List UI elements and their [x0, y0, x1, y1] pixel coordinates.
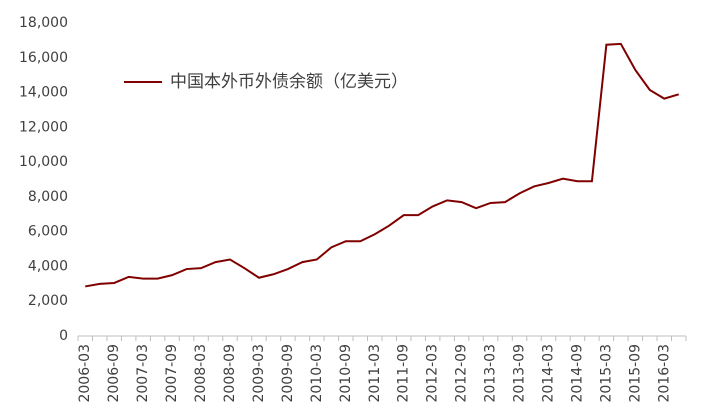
x-tick-label: 2012-03 — [425, 344, 441, 403]
x-tick-label: 2011-09 — [396, 344, 412, 403]
x-tick-label: 2012-09 — [454, 344, 470, 403]
x-tick-label: 2008-09 — [222, 344, 238, 403]
y-tick-label: 0 — [59, 328, 68, 344]
x-tick-label: 2007-03 — [135, 344, 151, 403]
y-tick-label: 14,000 — [19, 85, 68, 101]
y-tick-label: 8,000 — [28, 189, 68, 205]
x-tick-label: 2007-09 — [164, 344, 180, 403]
x-tick-label: 2016-03 — [656, 344, 672, 403]
line — [85, 42, 680, 288]
x-tick-label: 2010-03 — [309, 344, 325, 403]
x-tick-label: 2009-09 — [280, 344, 296, 403]
x-tick-label: 2006-09 — [106, 344, 122, 403]
x-tick-label: 2015-03 — [598, 344, 614, 403]
x-tick-label: 2006-03 — [77, 344, 93, 403]
x-tick-label: 2014-09 — [569, 344, 585, 403]
x-tick-label: 2011-03 — [367, 344, 383, 403]
y-tick-label: 18,000 — [19, 15, 68, 31]
y-tick-label: 4,000 — [28, 258, 68, 274]
x-tick-label: 2009-03 — [251, 344, 267, 403]
x-tick-label: 2015-09 — [627, 344, 643, 403]
y-tick-label: 12,000 — [19, 119, 68, 135]
x-tick-label: 2010-09 — [338, 344, 354, 403]
y-tick-label: 16,000 — [19, 50, 68, 66]
y-tick-label: 6,000 — [28, 224, 68, 240]
x-tick-label: 2014-03 — [540, 344, 556, 403]
y-tick-label: 2,000 — [28, 293, 68, 309]
x-tick-label: 2008-03 — [193, 344, 209, 403]
y-tick-label: 10,000 — [19, 154, 68, 170]
x-tick-label: 2013-09 — [512, 344, 528, 403]
x-tick-label: 2013-03 — [483, 344, 499, 403]
legend-label: 中国本外币外债余额（亿美元） — [170, 72, 408, 92]
